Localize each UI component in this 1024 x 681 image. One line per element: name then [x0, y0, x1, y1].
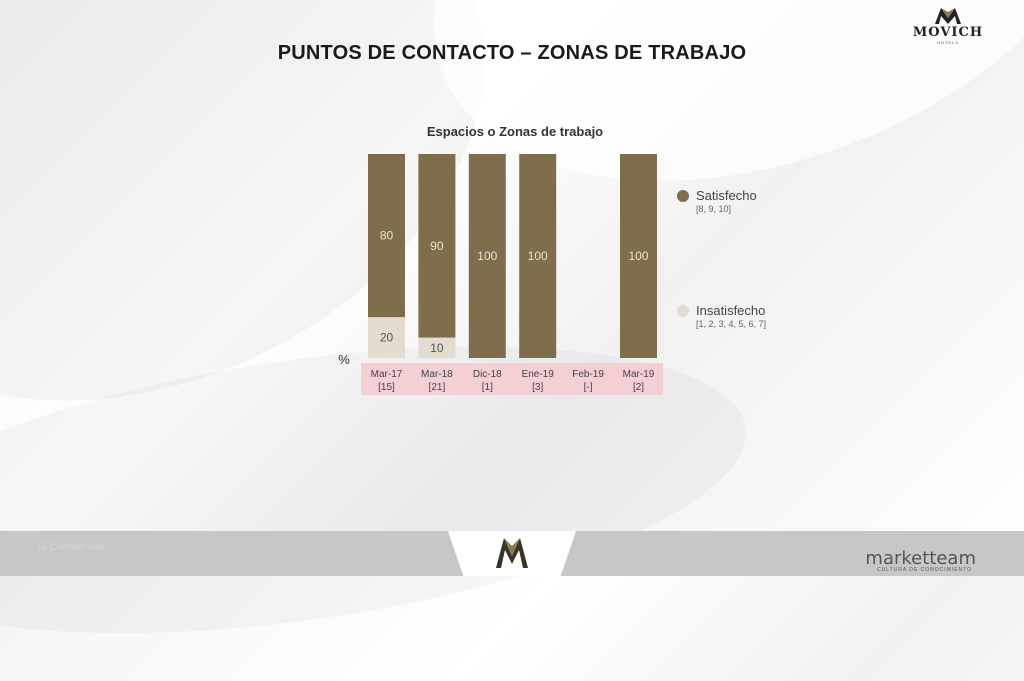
x-tick-label: Mar-19 [623, 369, 655, 380]
x-tick-label: Feb-19 [572, 369, 604, 380]
data-label: 100 [628, 249, 648, 263]
footer-company-logo: marketteam [865, 548, 976, 569]
data-label: 80 [380, 229, 394, 243]
data-label: 90 [430, 239, 444, 253]
data-label: 100 [477, 249, 497, 263]
legend-label-unsatisfied: Insatisfecho [696, 303, 766, 318]
legend-label-satisfied: Satisfecho [696, 188, 757, 203]
x-tick-label: Mar-17 [371, 369, 403, 380]
legend-scale-unsatisfied: [1, 2, 3, 4, 5, 6, 7] [696, 319, 767, 329]
bar-satisfied-mar-17 [368, 154, 405, 318]
data-label: 20 [380, 331, 394, 345]
x-tick-base: [2] [633, 382, 644, 393]
bar-unsatisfied-mar-18 [418, 337, 456, 358]
x-tick-label: Mar-18 [421, 369, 453, 380]
x-tick-base: [21] [429, 382, 446, 393]
x-tick-base: [15] [378, 382, 395, 393]
bar-unsatisfied-mar-17 [368, 317, 405, 358]
category-band [361, 363, 663, 395]
page-title: PUNTOS DE CONTACTO – ZONAS DE TRABAJO [277, 42, 747, 64]
brand-logo: MOVICH HOTELS [908, 6, 988, 45]
data-label: 10 [430, 341, 444, 355]
legend-scale-satisfied: [8, 9, 10] [696, 204, 732, 214]
brand-sub: HOTELS [936, 40, 959, 45]
y-axis-label: % [338, 352, 350, 367]
x-tick-base: [-] [584, 382, 593, 393]
x-tick-label: Ene-19 [522, 369, 555, 380]
bar-satisfied-mar-18 [418, 154, 456, 338]
x-tick-base: [1] [482, 382, 493, 393]
bar-satisfied-mar-19 [620, 154, 657, 358]
bar-satisfied-dic-18 [468, 154, 506, 358]
chart-title: Espacios o Zonas de trabajo [426, 124, 604, 139]
legend-swatch-unsatisfied [677, 305, 689, 317]
data-label: 100 [528, 249, 548, 263]
x-tick-base: [3] [532, 382, 543, 393]
bar-satisfied-ene-19 [519, 154, 557, 358]
x-tick-label: Dic-18 [473, 369, 502, 380]
stacked-bar-chart: % 20 80 Mar-17 [15] 10 90 Mar-18 [21] 100 Dic-18 [1… [338, 154, 663, 395]
brand-name: MOVICH [912, 25, 984, 40]
legend-swatch-satisfied [677, 190, 689, 202]
footer-page-info: 15 Confidencial [36, 542, 105, 553]
brand-logo-icon [935, 8, 961, 24]
footer-company-tagline: CULTURA DE CONOCIMIENTO [876, 567, 972, 573]
footer-logo-icon [496, 538, 528, 568]
